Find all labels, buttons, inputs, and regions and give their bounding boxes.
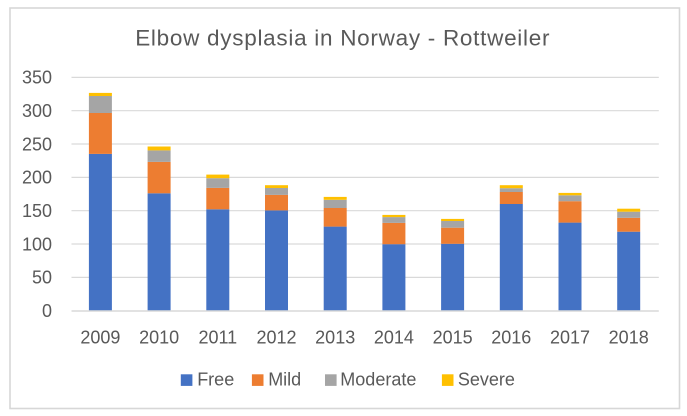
svg-text:0: 0 — [42, 301, 52, 321]
svg-text:2016: 2016 — [491, 328, 531, 348]
svg-text:Elbow dysplasia in Norway - Ro: Elbow dysplasia in Norway - Rottweiler — [135, 25, 550, 50]
svg-text:250: 250 — [22, 134, 52, 154]
svg-text:2015: 2015 — [433, 328, 473, 348]
svg-text:2012: 2012 — [256, 328, 296, 348]
svg-text:2014: 2014 — [374, 328, 414, 348]
svg-text:Mild: Mild — [268, 369, 301, 389]
svg-text:50: 50 — [32, 268, 52, 288]
svg-text:350: 350 — [22, 68, 52, 88]
svg-text:Free: Free — [197, 369, 234, 389]
svg-text:200: 200 — [22, 168, 52, 188]
svg-text:2011: 2011 — [198, 328, 237, 348]
svg-text:Moderate: Moderate — [340, 369, 416, 389]
svg-text:2017: 2017 — [550, 328, 590, 348]
svg-text:2009: 2009 — [80, 328, 120, 348]
svg-text:Severe: Severe — [458, 369, 515, 389]
svg-text:2013: 2013 — [315, 328, 355, 348]
svg-text:100: 100 — [22, 234, 52, 254]
svg-text:2018: 2018 — [609, 328, 649, 348]
svg-text:300: 300 — [22, 101, 52, 121]
svg-text:2010: 2010 — [139, 328, 179, 348]
svg-text:150: 150 — [22, 201, 52, 221]
